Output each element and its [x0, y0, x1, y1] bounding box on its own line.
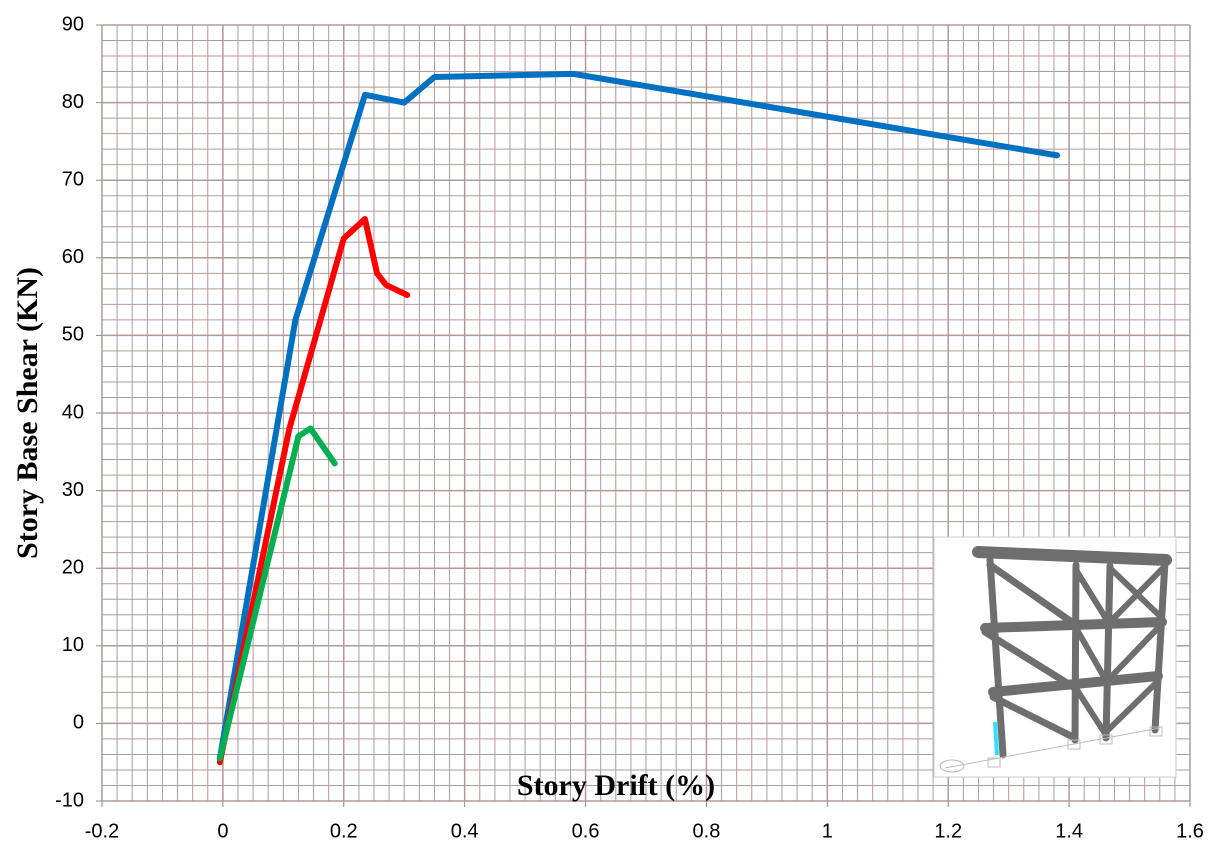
x-tick-label: 1.4 [1055, 820, 1083, 842]
y-tick-label: 10 [62, 634, 84, 656]
series-group [220, 74, 1057, 762]
x-tick-label: 0 [217, 820, 228, 842]
y-tick-label: 60 [62, 246, 84, 268]
inset-highlight [995, 722, 997, 755]
inset-frame [934, 537, 1176, 777]
page: {"chart_data": { "type": "line", "xlabel… [0, 0, 1211, 848]
x-tick-label: 1 [822, 820, 833, 842]
x-tick-label: 1.2 [934, 820, 962, 842]
y-tick-label: 0 [73, 712, 84, 734]
y-tick-label: 80 [62, 91, 84, 113]
chart: Story Drift (%) Story Base Shear (KN) [0, 0, 1211, 848]
y-tick-label: 50 [62, 324, 84, 346]
y-tick-label: 40 [62, 401, 84, 423]
y-tick-label: 20 [62, 556, 84, 578]
y-tick-label: -10 [55, 789, 84, 811]
y-axis-title: Story Base Shear (KN) [11, 267, 44, 559]
inset-image [934, 537, 1176, 777]
x-tick-label: 0.6 [572, 820, 600, 842]
x-tick-label: 0.4 [451, 820, 479, 842]
x-tick-label: 1.6 [1176, 820, 1204, 842]
x-axis-title: Story Drift (%) [517, 769, 715, 802]
series-line [220, 74, 1057, 758]
x-tick-label: 0.2 [330, 820, 358, 842]
y-tick-label: 30 [62, 479, 84, 501]
y-tick-label: 90 [62, 13, 84, 35]
y-tick-label: 70 [62, 168, 84, 190]
x-tick-label: 0.8 [693, 820, 721, 842]
x-tick-label: -0.2 [85, 820, 119, 842]
